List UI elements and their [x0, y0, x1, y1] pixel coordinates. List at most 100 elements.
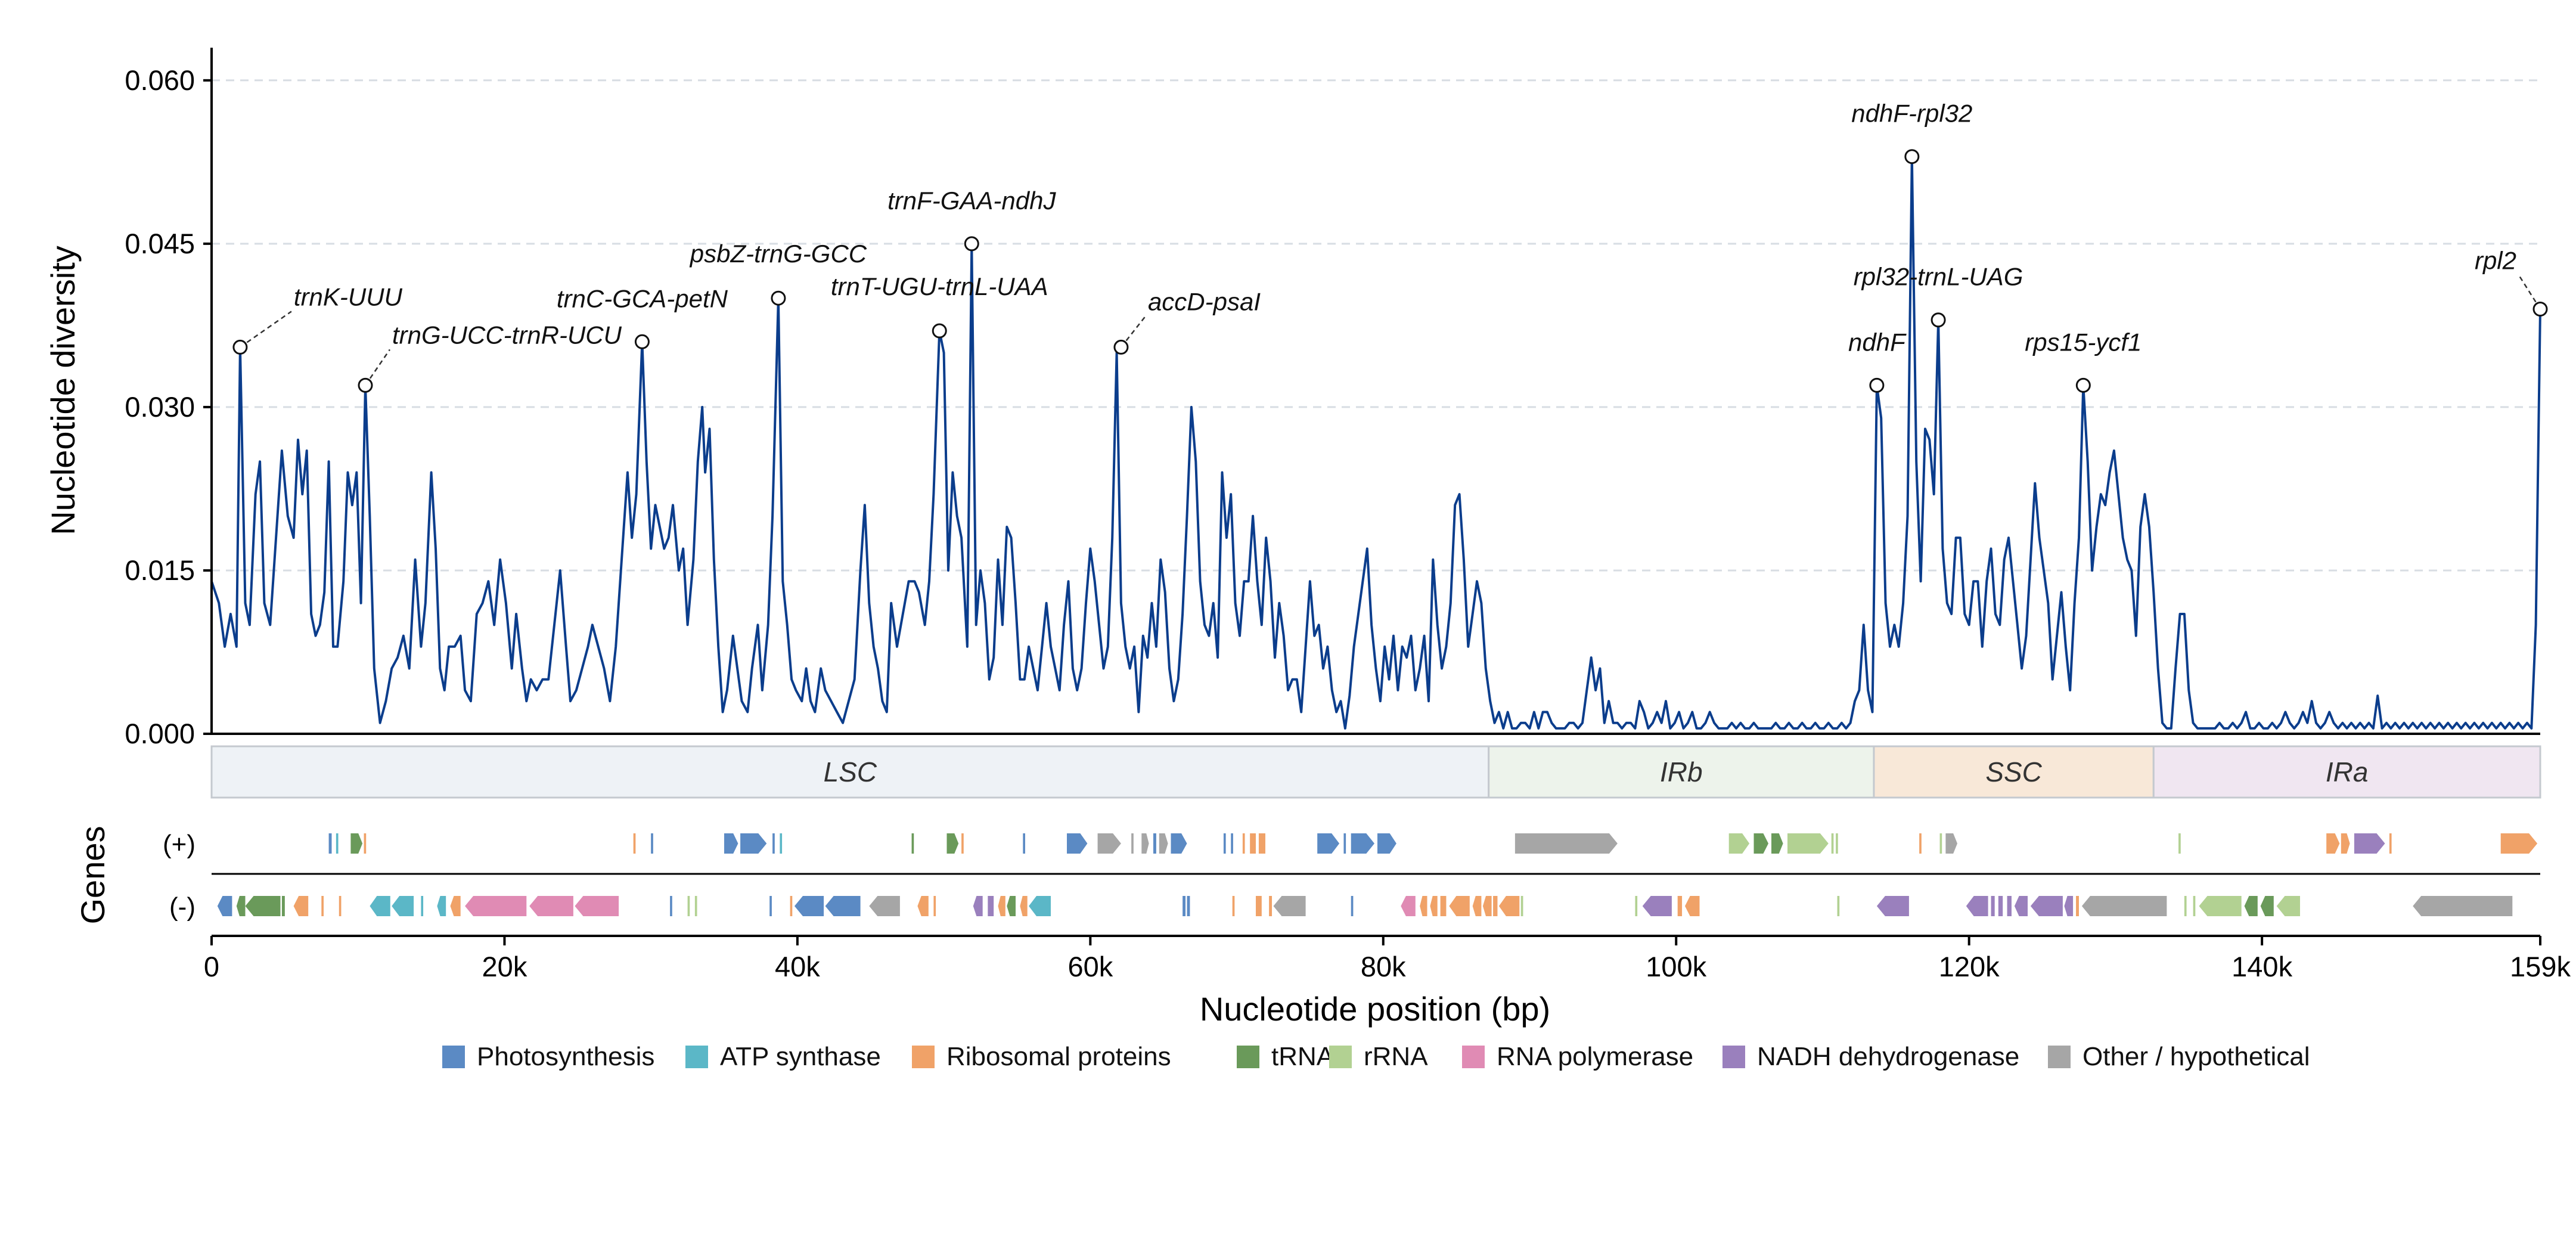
legend-swatch-ribo	[912, 1046, 935, 1068]
gene-minus	[1837, 896, 1840, 916]
gene-minus	[1351, 896, 1354, 916]
gene-plus	[2341, 833, 2350, 854]
peak-marker	[1931, 312, 1946, 328]
legend-label-rnap: RNA polymerase	[1497, 1042, 1693, 1071]
gene-minus	[1493, 896, 1498, 916]
gene-minus	[2413, 896, 2513, 916]
peak-marker	[232, 339, 248, 355]
gene-plus	[1141, 833, 1149, 854]
legend-swatch-rnap	[1462, 1046, 1485, 1068]
gene-minus	[1430, 896, 1438, 916]
region-label-lsc: LSC	[824, 756, 877, 787]
region-ira	[2152, 745, 2541, 799]
legend: Photosynthesis ATP synthase Ribosomal prot…	[442, 1042, 2310, 1071]
gene-minus	[529, 896, 573, 916]
peak-label: rps15-ycf1	[2025, 328, 2142, 356]
gene-minus	[2076, 896, 2079, 916]
gene-minus	[1273, 896, 1306, 916]
gene-minus	[1520, 896, 1523, 916]
gene-plus	[740, 833, 767, 854]
gene-plus	[1159, 833, 1168, 854]
gene-minus	[917, 896, 929, 916]
peak-label: rpl2	[2475, 246, 2516, 274]
gene-minus	[1635, 896, 1638, 916]
gene-minus	[1420, 896, 1427, 916]
gene-plus	[946, 833, 959, 854]
peak-label: trnC-GCA-petN	[557, 284, 728, 312]
annotation-leader	[1120, 315, 1146, 348]
peak-marker	[771, 290, 786, 306]
x-tick-label: 159k	[2510, 951, 2571, 982]
gene-plus	[2389, 833, 2392, 854]
gene-plus	[1171, 833, 1187, 854]
gene-minus	[2007, 896, 2012, 916]
legend-swatch-atp	[685, 1046, 708, 1068]
peak-marker	[1113, 339, 1129, 355]
peak-label: trnT-UGU-trnL-UAA	[831, 272, 1048, 300]
y-tick-label: 0.030	[125, 391, 195, 423]
gene-minus	[1232, 896, 1235, 916]
gene-minus	[2193, 896, 2196, 916]
x-tick-label: 20k	[482, 951, 527, 982]
gene-minus	[1498, 896, 1520, 916]
legend-label-atp: ATP synthase	[720, 1042, 881, 1071]
gene-minus	[245, 896, 281, 916]
gene-minus	[370, 896, 390, 916]
diversity-line	[210, 155, 2541, 730]
gene-plus	[1250, 833, 1256, 854]
gene-plus	[2326, 833, 2340, 854]
y-axis-title: Nucleotide diversity	[44, 246, 82, 535]
gene-plus	[1223, 833, 1226, 854]
gene-plus	[1023, 833, 1025, 854]
peak-label: ndhF	[1848, 328, 1907, 356]
gene-minus	[1966, 896, 1988, 916]
gene-minus	[2064, 896, 2074, 916]
gene-minus	[1991, 896, 1995, 916]
gene-minus	[1642, 896, 1672, 916]
peak-marker	[964, 236, 979, 252]
gene-minus	[1440, 896, 1447, 916]
gene-plus	[1131, 833, 1134, 854]
gene-plus	[1317, 833, 1340, 854]
gene-minus	[2014, 896, 2028, 916]
gene-minus	[1020, 896, 1028, 916]
y-tick-label: 0.060	[125, 64, 195, 96]
gene-minus	[236, 896, 246, 916]
gene-plus	[1153, 833, 1156, 854]
legend-swatch-trna	[1237, 1046, 1259, 1068]
gene-minus	[1256, 896, 1262, 916]
peak-marker	[1904, 149, 1920, 165]
legend-label-photo: Photosynthesis	[477, 1042, 654, 1071]
gene-tracks	[212, 833, 2540, 916]
region-label-ira: IRa	[2326, 756, 2369, 787]
gene-plus	[633, 833, 636, 854]
gene-plus	[1067, 833, 1088, 854]
y-ticks: 0.000 0.015 0.030 0.045 0.060	[125, 64, 212, 749]
gene-minus	[869, 896, 900, 916]
annotation-leader	[364, 349, 391, 386]
legend-swatch-photo	[442, 1046, 465, 1068]
gene-plus	[1242, 833, 1245, 854]
x-tick-label: 40k	[775, 951, 820, 982]
gene-minus	[421, 896, 424, 916]
legend-label-rrna: rRNA	[1364, 1042, 1428, 1071]
peak-label: ndhF-rpl32	[1851, 100, 1972, 128]
x-tick-label: 120k	[1939, 951, 2000, 982]
gene-plus	[364, 833, 367, 854]
gene-minus	[973, 896, 983, 916]
peak-marker	[2532, 301, 2548, 317]
gene-minus	[1007, 896, 1016, 916]
gene-minus	[988, 896, 994, 916]
gene-plus	[1945, 833, 1957, 854]
peak-marker	[634, 334, 650, 349]
gene-minus	[339, 896, 342, 916]
gene-minus	[998, 896, 1005, 916]
x-tick-label: 100k	[1646, 951, 1706, 982]
peak-marker	[932, 323, 947, 339]
gene-plus	[2354, 833, 2385, 854]
x-tick-label: 140k	[2232, 951, 2292, 982]
genome-regions-track: LSC IRb SSC IRa	[210, 745, 2541, 799]
gene-minus	[1183, 896, 1186, 916]
gene-plus	[651, 833, 653, 854]
x-tick-label: 0	[204, 951, 219, 982]
